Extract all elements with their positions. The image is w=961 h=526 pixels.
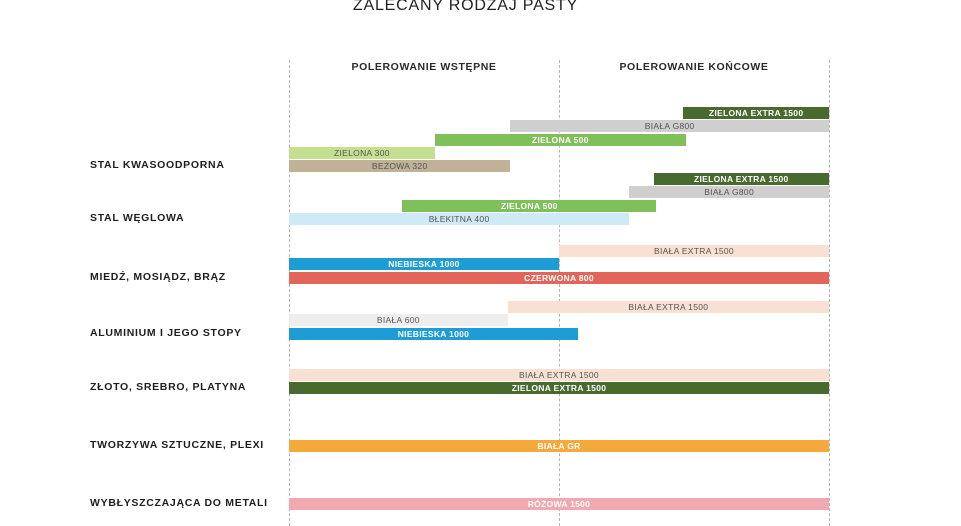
bar: ZIELONA 500 (434, 133, 686, 146)
bar: RÓŻOWA 1500 (289, 498, 829, 510)
bar: BIAŁA G800 (629, 186, 829, 199)
bar: NIEBIESKA 1000 (289, 258, 559, 271)
bar: BIAŁA EXTRA 1500 (559, 245, 829, 257)
category-label: TWORZYWA SZTUCZNE, PLEXI (90, 439, 264, 451)
category-label: STAL KWASOODPORNA (90, 159, 225, 172)
gridline-end (829, 60, 830, 526)
bar: ZIELONA 300 (289, 146, 435, 159)
gridline-mid (559, 60, 560, 526)
chart-title: ZALECANY RODZAJ PASTY (352, 0, 579, 14)
bar: ZIELONA 500 (402, 199, 657, 212)
bar: ZIELONA EXTRA 1500 (289, 382, 829, 395)
bar: BIAŁA 600 (289, 314, 508, 327)
bar: CZERWONA 800 (289, 271, 829, 284)
bar: ZIELONA EXTRA 1500 (683, 107, 829, 119)
category-label: WYBŁYSZCZAJĄCA DO METALI (90, 497, 268, 509)
category-label: ALUMINIUM I JEGO STOPY (90, 326, 242, 339)
gridline-start (289, 60, 290, 526)
bar: BIAŁA GR (289, 440, 829, 452)
bar: BŁEKITNA 400 (289, 212, 630, 225)
category-label: STAL WĘGLOWA (90, 211, 185, 224)
phase-label-pre-polishing: POLEROWANIE WSTĘPNE (351, 61, 497, 73)
bar: BEŻOWA 320 (289, 160, 511, 173)
bar: NIEBIESKA 1000 (289, 327, 578, 340)
phase-label-final-polishing: POLEROWANIE KOŃCOWE (619, 61, 769, 73)
bar: ZIELONA EXTRA 1500 (653, 173, 829, 185)
bar: BIAŁA EXTRA 1500 (289, 369, 829, 381)
category-label: MIEDŹ, MOSIĄDZ, BRĄZ (90, 270, 226, 283)
bar: BIAŁA G800 (510, 120, 829, 133)
bar: BIAŁA EXTRA 1500 (507, 301, 829, 313)
category-label: ZŁOTO, SREBRO, PLATYNA (90, 381, 247, 394)
